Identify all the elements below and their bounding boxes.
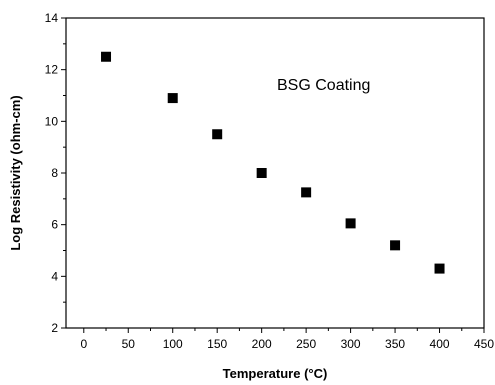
y-axis-title: Log Resistivity (ohm-cm) [8,95,23,250]
x-tick-label: 350 [385,337,405,351]
data-point [301,187,312,198]
x-axis-ticks: 0 50 100 150 200 250 300 350 400 450 [80,328,494,351]
data-point [101,51,112,62]
data-points [101,51,445,274]
x-tick-label: 150 [207,337,227,351]
y-tick-label: 12 [45,63,59,77]
data-point [390,240,401,251]
y-tick-label: 4 [51,269,58,283]
x-tick-label: 300 [341,337,361,351]
data-point [212,129,223,140]
plot-frame [65,17,485,329]
y-tick-label: 10 [45,114,59,128]
x-tick-label: 400 [430,337,450,351]
x-tick-label: 250 [296,337,316,351]
data-point [434,263,445,274]
y-axis-ticks: 2 4 6 8 10 12 14 [45,11,66,335]
data-point [167,93,178,104]
data-point [345,218,356,229]
y-tick-label: 2 [51,321,58,335]
x-tick-label: 0 [80,337,87,351]
y-tick-label: 8 [51,166,58,180]
x-tick-label: 100 [163,337,183,351]
chart-annotation: BSG Coating [277,77,370,94]
data-point [256,168,267,178]
x-tick-label: 450 [474,337,494,351]
x-tick-label: 200 [252,337,272,351]
x-axis-title: Temperature (°C) [223,366,328,381]
y-tick-label: 6 [51,218,58,232]
y-tick-label: 14 [45,11,59,25]
x-tick-label: 50 [122,337,136,351]
